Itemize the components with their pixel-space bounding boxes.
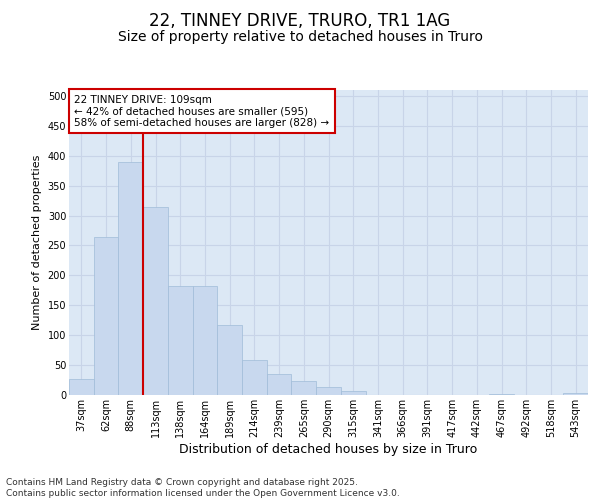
Text: Contains HM Land Registry data © Crown copyright and database right 2025.
Contai: Contains HM Land Registry data © Crown c… (6, 478, 400, 498)
Bar (118, 162, 143, 395)
Text: Size of property relative to detached houses in Truro: Size of property relative to detached ho… (118, 30, 482, 44)
Y-axis label: Number of detached properties: Number of detached properties (32, 155, 42, 330)
Bar (563, 393, 588, 395)
Bar (217, 325, 242, 395)
Bar (69, 379, 94, 395)
Bar (143, 206, 168, 395)
Bar (316, 387, 341, 395)
X-axis label: Distribution of detached houses by size in Truro: Distribution of detached houses by size … (179, 442, 478, 456)
Bar (489, 394, 514, 395)
Text: 22 TINNEY DRIVE: 109sqm
← 42% of detached houses are smaller (595)
58% of semi-d: 22 TINNEY DRIVE: 109sqm ← 42% of detache… (74, 94, 329, 128)
Bar (267, 374, 292, 395)
Bar (341, 392, 365, 395)
Text: 22, TINNEY DRIVE, TRURO, TR1 1AG: 22, TINNEY DRIVE, TRURO, TR1 1AG (149, 12, 451, 30)
Bar (242, 360, 267, 395)
Bar (193, 286, 217, 395)
Bar (94, 236, 118, 395)
Bar (168, 286, 193, 395)
Bar (292, 381, 316, 395)
